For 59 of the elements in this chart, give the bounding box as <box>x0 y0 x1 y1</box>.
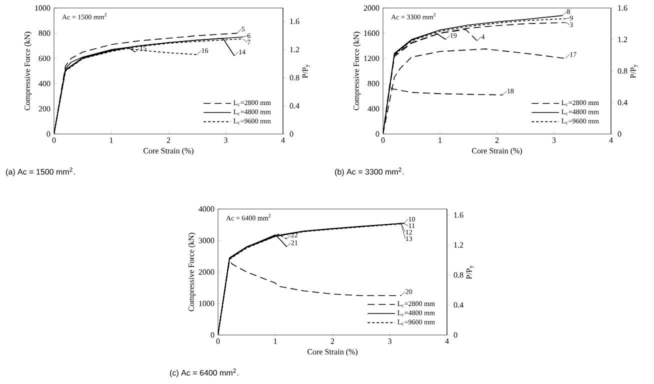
x-tick-label: 0 <box>216 338 220 344</box>
x-axis-title: Core Strain (%) <box>144 148 194 156</box>
x-tick-label: 4 <box>609 138 613 143</box>
y2-tick-label: 1.2 <box>290 46 300 52</box>
x-tick-label: 3 <box>224 138 228 143</box>
y-tick-label: 800 <box>38 30 50 36</box>
y2-axis-title: P/P$_{y}$ <box>630 64 638 78</box>
x-tick-label: 1 <box>110 138 113 143</box>
x-tick-label: 2 <box>495 138 499 143</box>
y-tick-label: 2000 <box>364 5 380 11</box>
x-tick-label: 4 <box>445 338 449 344</box>
x-tick-label: 0 <box>381 138 385 143</box>
y2-tick-label: 0.4 <box>618 100 628 106</box>
y2-tick-label: 0.8 <box>290 74 300 80</box>
y-tick-label: 200 <box>38 106 50 112</box>
x-tick-label: 1 <box>438 138 442 143</box>
y-tick-label: 1000 <box>199 300 214 306</box>
y2-axis-title: P/P$_{y}$ <box>302 64 310 78</box>
x-tick-label: 3 <box>552 138 556 143</box>
y2-axis-title: P/P$_{y}$ <box>466 265 474 280</box>
y-tick-label: 0 <box>210 332 214 338</box>
y-tick-label: 0 <box>46 131 50 137</box>
y2-tick-label: 0.8 <box>454 272 464 278</box>
y2-tick-label: 1.6 <box>290 18 300 24</box>
y-tick-label: 800 <box>368 80 380 86</box>
y-tick-label: 400 <box>38 80 50 86</box>
y2-tick-label: 1.6 <box>454 212 464 218</box>
y-tick-label: 4000 <box>198 206 214 212</box>
text: (a) Ac = 1500 mm$^{2}$. <box>6 168 75 176</box>
x-axis-title: Core Strain (%) <box>472 148 522 156</box>
y-tick-label: 0 <box>376 131 380 137</box>
y2-tick-label: 0 <box>618 131 622 137</box>
y-axis-title: Compressive Force (kN) <box>24 32 32 110</box>
x-tick-label: 1 <box>274 338 277 344</box>
x-tick-label: 4 <box>281 138 285 143</box>
x-axis-title: Core Strain (%) <box>308 348 358 356</box>
y-axis-title: Compressive Force (kN) <box>188 232 196 312</box>
y2-tick-label: 1.2 <box>454 242 464 248</box>
y2-tick-label: 1.2 <box>618 36 628 42</box>
y-tick-label: 3000 <box>198 238 214 244</box>
y2-tick-label: 1.6 <box>618 5 628 11</box>
x-tick-label: 2 <box>166 138 170 143</box>
y-tick-label: 1200 <box>364 56 380 62</box>
y2-tick-label: 0.4 <box>454 302 464 308</box>
text: (b) Ac = 3300 mm$^{2}$. <box>335 168 404 176</box>
y-tick-label: 400 <box>368 106 380 112</box>
y-axis-title: Compressive Force (kN) <box>353 32 361 110</box>
y2-tick-label: 0.8 <box>618 68 628 74</box>
x-tick-label: 0 <box>52 138 56 143</box>
y-tick-label: 1600 <box>364 30 380 36</box>
y-tick-label: 1000 <box>35 5 50 11</box>
text: (c) Ac = 6400 mm$^{2}$. <box>170 368 238 378</box>
y-tick-label: 2000 <box>198 269 214 275</box>
y2-tick-label: 0 <box>454 332 458 338</box>
x-tick-label: 3 <box>388 338 392 344</box>
y2-tick-label: 0.4 <box>290 103 300 109</box>
y2-tick-label: 0 <box>290 131 294 137</box>
y-tick-label: 600 <box>38 56 50 62</box>
x-tick-label: 2 <box>330 338 334 344</box>
